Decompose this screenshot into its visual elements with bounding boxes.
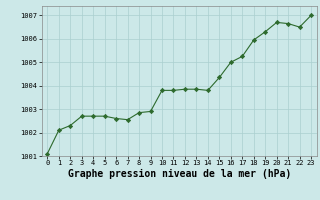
- X-axis label: Graphe pression niveau de la mer (hPa): Graphe pression niveau de la mer (hPa): [68, 169, 291, 179]
